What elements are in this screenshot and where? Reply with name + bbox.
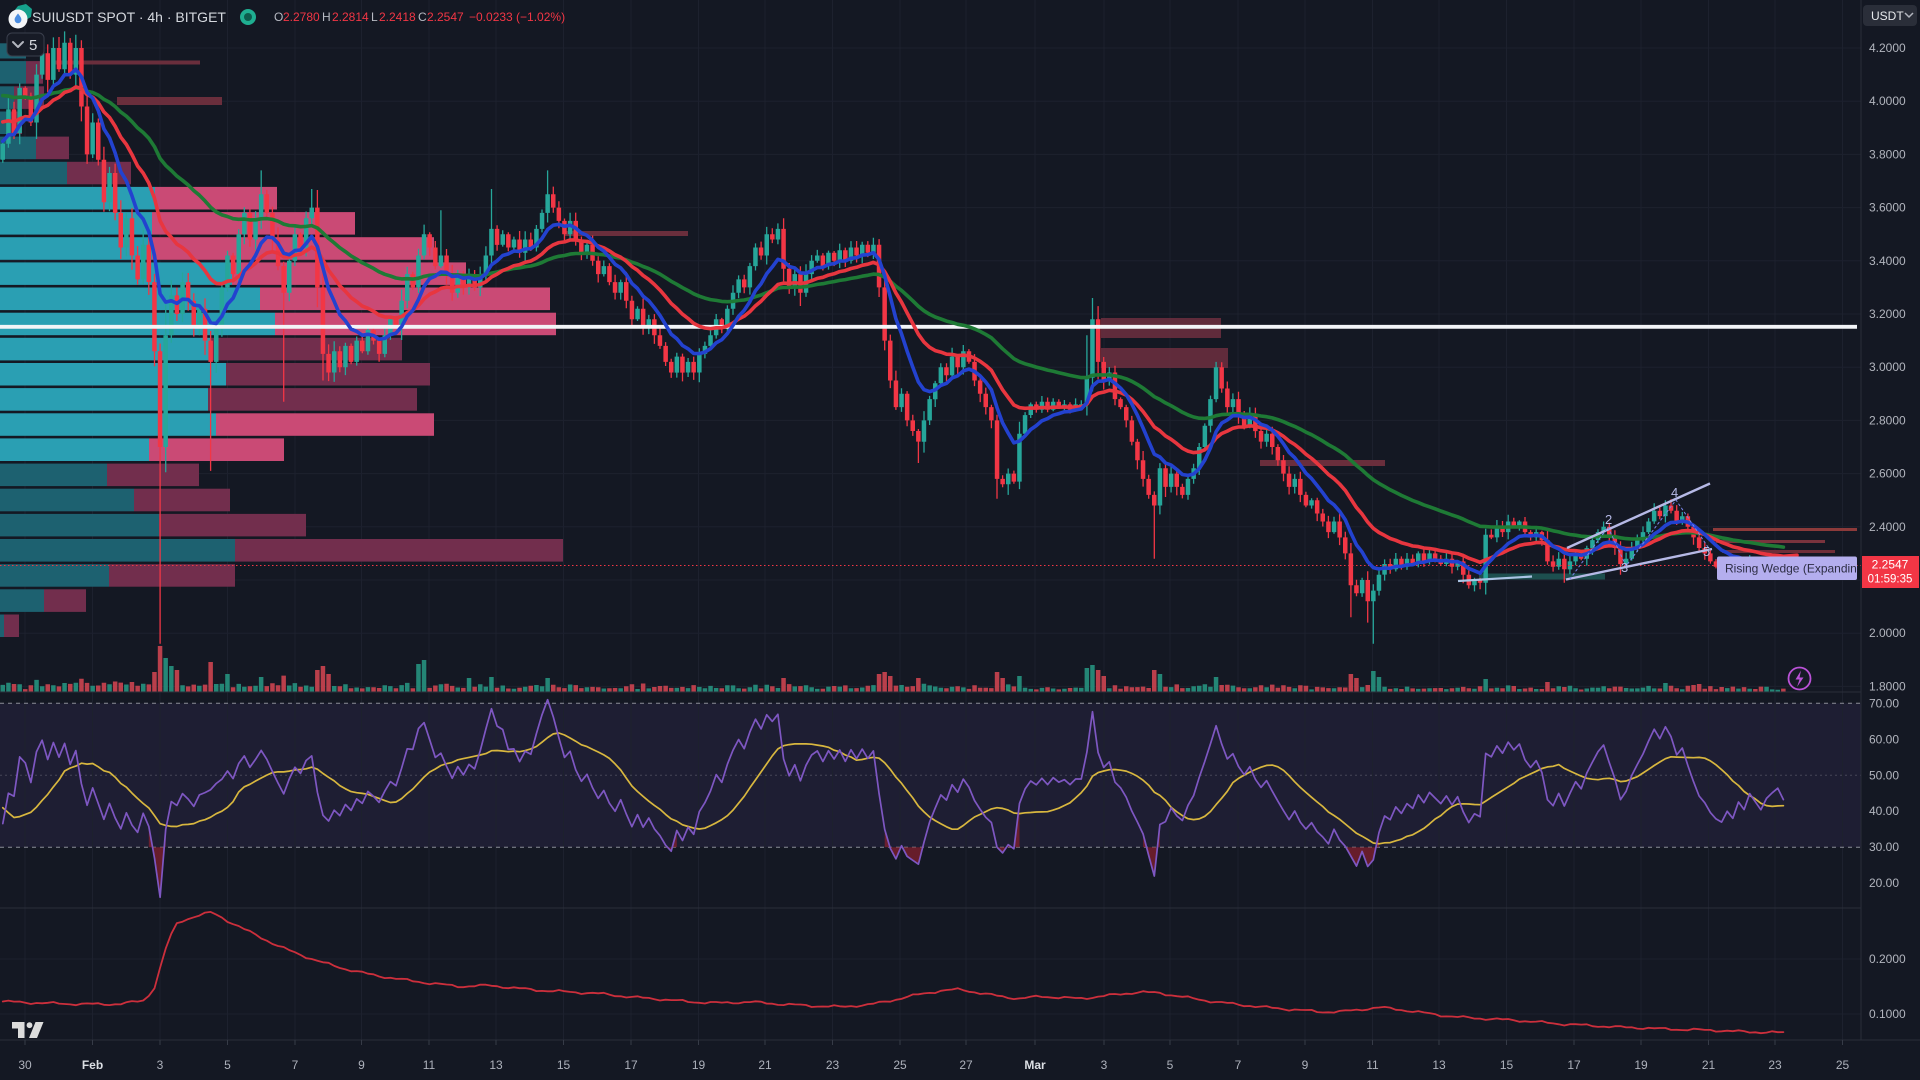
svg-text:15: 15 xyxy=(557,1058,571,1072)
svg-text:2.2780: 2.2780 xyxy=(283,10,320,24)
svg-text:0.2000: 0.2000 xyxy=(1869,952,1906,966)
svg-text:3.8000: 3.8000 xyxy=(1869,147,1906,161)
svg-text:2.8000: 2.8000 xyxy=(1869,413,1906,427)
svg-text:5: 5 xyxy=(29,37,37,54)
svg-text:2.0000: 2.0000 xyxy=(1869,626,1906,640)
svg-text:3.2000: 3.2000 xyxy=(1869,307,1906,321)
svg-text:30: 30 xyxy=(18,1058,32,1072)
svg-text:2: 2 xyxy=(1605,512,1612,527)
svg-text:5: 5 xyxy=(224,1058,231,1072)
svg-text:27: 27 xyxy=(959,1058,973,1072)
svg-text:13: 13 xyxy=(1432,1058,1446,1072)
svg-text:3: 3 xyxy=(1101,1058,1108,1072)
svg-text:3.4000: 3.4000 xyxy=(1869,254,1906,268)
svg-text:50.00: 50.00 xyxy=(1869,768,1899,782)
svg-text:O: O xyxy=(274,10,283,24)
svg-text:17: 17 xyxy=(624,1058,638,1072)
svg-text:Feb: Feb xyxy=(82,1058,103,1072)
svg-text:21: 21 xyxy=(758,1058,772,1072)
svg-text:USDT: USDT xyxy=(1871,9,1904,23)
svg-text:19: 19 xyxy=(1634,1058,1648,1072)
svg-text:1.8000: 1.8000 xyxy=(1869,679,1906,693)
svg-text:60.00: 60.00 xyxy=(1869,732,1899,746)
svg-text:19: 19 xyxy=(692,1058,706,1072)
svg-text:2.4000: 2.4000 xyxy=(1869,520,1906,534)
svg-text:23: 23 xyxy=(1768,1058,1782,1072)
svg-text:H: H xyxy=(322,10,331,24)
svg-text:15: 15 xyxy=(1500,1058,1514,1072)
svg-text:40.00: 40.00 xyxy=(1869,804,1899,818)
svg-text:4.2000: 4.2000 xyxy=(1869,41,1906,55)
svg-text:3: 3 xyxy=(1621,560,1628,575)
svg-text:23: 23 xyxy=(826,1058,840,1072)
svg-text:5: 5 xyxy=(1167,1058,1174,1072)
svg-text:25: 25 xyxy=(1836,1058,1850,1072)
svg-text:2.2814: 2.2814 xyxy=(332,10,369,24)
svg-text:17: 17 xyxy=(1567,1058,1581,1072)
svg-text:4.0000: 4.0000 xyxy=(1869,94,1906,108)
svg-text:2.6000: 2.6000 xyxy=(1869,467,1906,481)
svg-text:2.2418: 2.2418 xyxy=(379,10,416,24)
svg-text:3: 3 xyxy=(157,1058,164,1072)
svg-text:13: 13 xyxy=(489,1058,503,1072)
svg-text:−0.0233 (−1.02%): −0.0233 (−1.02%) xyxy=(469,10,565,24)
svg-text:21: 21 xyxy=(1702,1058,1716,1072)
svg-text:9: 9 xyxy=(358,1058,365,1072)
svg-text:3.6000: 3.6000 xyxy=(1869,201,1906,215)
svg-text:0.1000: 0.1000 xyxy=(1869,1007,1906,1021)
svg-text:11: 11 xyxy=(423,1058,436,1072)
svg-text:Mar: Mar xyxy=(1024,1058,1046,1072)
svg-text:2.2547: 2.2547 xyxy=(427,10,464,24)
svg-text:7: 7 xyxy=(1235,1058,1242,1072)
svg-text:9: 9 xyxy=(1302,1058,1309,1072)
svg-text:2.2547: 2.2547 xyxy=(1872,558,1909,572)
svg-text:7: 7 xyxy=(292,1058,299,1072)
svg-text:5: 5 xyxy=(1703,544,1710,559)
svg-text:30.00: 30.00 xyxy=(1869,840,1899,854)
svg-text:11: 11 xyxy=(1366,1058,1379,1072)
svg-text:25: 25 xyxy=(893,1058,907,1072)
svg-text:SUIUSDT SPOT · 4h · BITGET: SUIUSDT SPOT · 4h · BITGET xyxy=(32,9,226,25)
svg-text:70.00: 70.00 xyxy=(1869,696,1899,710)
svg-text:3.0000: 3.0000 xyxy=(1869,360,1906,374)
svg-text:4: 4 xyxy=(1671,485,1678,500)
svg-text:Rising Wedge (Expanding: Rising Wedge (Expanding xyxy=(1725,562,1864,576)
svg-text:L: L xyxy=(371,10,378,24)
svg-text:20.00: 20.00 xyxy=(1869,876,1899,890)
svg-text:C: C xyxy=(418,10,427,24)
svg-text:01:59:35: 01:59:35 xyxy=(1868,574,1913,586)
